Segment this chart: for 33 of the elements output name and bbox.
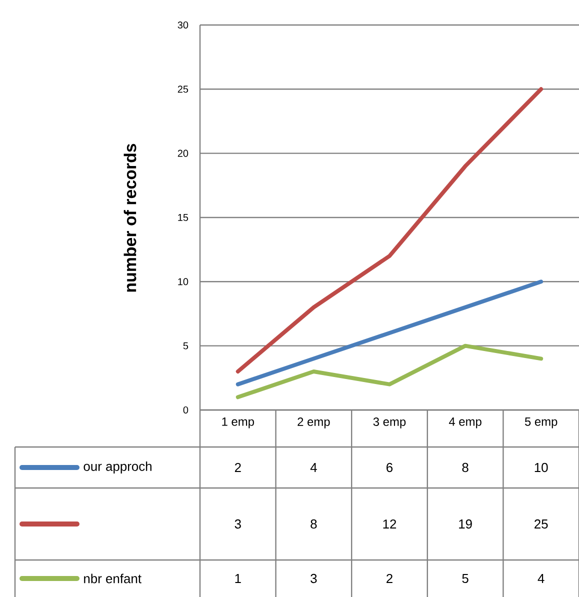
x-tick-label: 3 emp: [373, 418, 406, 428]
data-label: 4: [538, 574, 544, 583]
x-tick-label: 4 emp: [448, 418, 482, 428]
data-label: 2: [234, 462, 241, 472]
line-series: [236, 87, 544, 374]
data-label: 1: [235, 574, 241, 583]
y-tick-label: 10: [178, 278, 188, 286]
data-label: 4: [310, 463, 317, 472]
data-label: 25: [534, 519, 548, 529]
y-tick-label: 25: [178, 86, 188, 93]
y-tick-label: 30: [178, 21, 188, 29]
line-series: [236, 280, 544, 386]
y-tick-label: 5: [183, 342, 188, 350]
data-label: 19: [459, 519, 472, 529]
data-label: 8: [462, 462, 468, 472]
data-label: 6: [386, 462, 393, 472]
legend-label: our approch: [84, 461, 152, 474]
data-label: 12: [383, 519, 396, 529]
y-tick-label: 20: [178, 150, 188, 157]
data-label: 8: [310, 519, 317, 529]
x-tick-label: 2 emp: [298, 418, 330, 428]
data-label: 5: [462, 574, 468, 584]
line-series: [236, 344, 544, 400]
data-label: 10: [534, 462, 548, 472]
x-tick-label: 1 emp: [222, 418, 254, 428]
y-axis-title: number of records: [124, 144, 136, 292]
data-label: 3: [234, 519, 241, 529]
data-label: 2: [386, 574, 392, 584]
legend-label: nbr enfant: [84, 574, 142, 584]
y-tick-label: 15: [178, 214, 188, 221]
data-label: 3: [310, 574, 317, 584]
y-tick-label: 0: [183, 406, 188, 414]
x-tick-label: 5 emp: [524, 418, 558, 428]
